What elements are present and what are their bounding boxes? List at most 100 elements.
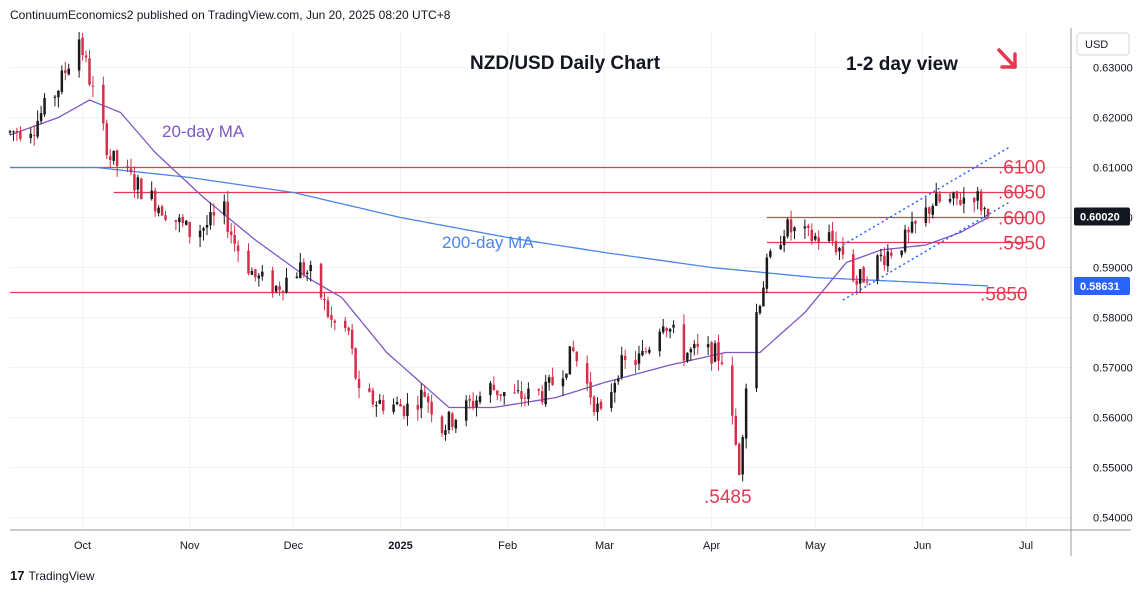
y-tick-label: 0.57000: [1093, 363, 1133, 375]
ma200-label: 200-day MA: [442, 233, 534, 252]
candle-body: [962, 197, 966, 204]
candle-body: [278, 286, 281, 291]
axes: 0.630000.620000.610000.600000.590000.580…: [10, 28, 1133, 556]
candle-body: [350, 329, 354, 349]
candle-body: [599, 401, 603, 409]
candle-body: [572, 347, 575, 352]
candle-body: [668, 328, 672, 332]
candle-body: [585, 363, 589, 384]
candle-body: [596, 403, 599, 413]
candle-body: [613, 383, 617, 393]
candle-body: [544, 381, 547, 405]
candle-body: [423, 391, 426, 397]
x-tick-label: Mar: [595, 540, 614, 552]
grid-lines: [10, 30, 1071, 530]
candle-body: [399, 404, 402, 407]
candle-body: [834, 240, 838, 253]
x-tick-label: Nov: [180, 540, 200, 552]
ma20-label: 20-day MA: [162, 122, 245, 141]
candle-body: [551, 376, 554, 385]
candle-body: [807, 225, 810, 228]
candle-body: [779, 244, 782, 250]
y-tick-label: 0.56000: [1093, 413, 1133, 425]
candle-body: [841, 246, 845, 255]
candle-body: [420, 389, 423, 409]
candle-body: [658, 331, 661, 352]
candle-body: [326, 300, 330, 317]
candle-body: [516, 390, 520, 392]
x-tick-label: 2025: [388, 540, 412, 552]
candle-body: [610, 392, 613, 408]
candle-body: [274, 285, 278, 292]
candle-body: [789, 219, 793, 233]
candle-body: [468, 398, 471, 401]
candle-body: [986, 208, 990, 217]
candle-body: [903, 229, 907, 252]
candle-body: [426, 396, 430, 403]
down-arrow-icon: [997, 48, 1017, 69]
candle-body: [803, 226, 807, 229]
candle-body: [568, 346, 572, 375]
candle-body: [720, 362, 724, 364]
candle-body: [475, 400, 478, 407]
candle-body: [285, 277, 288, 293]
level-label: .6100: [998, 158, 1046, 179]
candle-body: [938, 193, 941, 202]
x-tick-label: Dec: [284, 540, 304, 552]
candle-body: [205, 225, 209, 228]
ma20-path: [9, 99, 989, 409]
candle-body: [540, 391, 544, 403]
candle-body: [641, 351, 644, 356]
candle-body: [223, 201, 226, 216]
footer-brand-text: TradingView: [28, 568, 95, 583]
candle-body: [181, 216, 185, 224]
candle-body: [744, 388, 748, 439]
candle-body: [202, 228, 205, 231]
candle-body: [547, 377, 551, 383]
support-resistance-levels: .6100 .6050 .6000 .5950 .5850: [10, 158, 1046, 306]
candle-body: [710, 342, 713, 364]
y-tick-label: 0.55000: [1093, 463, 1133, 475]
candle-body: [592, 396, 596, 413]
candle-body: [43, 98, 46, 115]
candle-body: [890, 252, 893, 256]
candle-body: [876, 255, 879, 281]
candle-body: [910, 221, 914, 233]
ma200-badge-text: 0.58631: [1080, 281, 1120, 293]
candle-body: [464, 400, 468, 421]
candle-body: [852, 254, 855, 281]
candle-body: [575, 352, 579, 362]
candle-body: [814, 235, 817, 240]
ma20-line: [9, 99, 989, 409]
candle-body: [343, 320, 347, 329]
candle-body: [914, 220, 917, 224]
candle-body: [952, 192, 955, 199]
candle-body: [886, 251, 890, 267]
candle-body: [333, 320, 337, 323]
candle-body: [209, 211, 212, 226]
candle-body: [8, 131, 12, 133]
candle-body: [406, 403, 409, 417]
candle-body: [444, 430, 447, 436]
candle-body: [827, 232, 831, 241]
candle-body: [254, 269, 257, 278]
candle-body: [29, 133, 32, 139]
chart-title: NZD/USD Daily Chart: [470, 53, 661, 74]
y-tick-label: 0.63000: [1093, 63, 1133, 75]
candle-body: [838, 247, 841, 252]
candle-body: [648, 349, 651, 353]
candle-body: [126, 166, 129, 168]
candle-body: [782, 236, 786, 246]
candle-body: [644, 351, 648, 353]
candle-body: [617, 378, 620, 382]
candle-body: [64, 70, 67, 74]
candle-body: [198, 230, 202, 238]
candle-body: [88, 58, 91, 85]
candle-body: [368, 388, 371, 392]
candle-body: [855, 280, 858, 285]
candle-body: [81, 37, 84, 56]
candle-body: [499, 394, 502, 396]
candle-body: [133, 174, 136, 191]
candle-body: [634, 359, 637, 365]
